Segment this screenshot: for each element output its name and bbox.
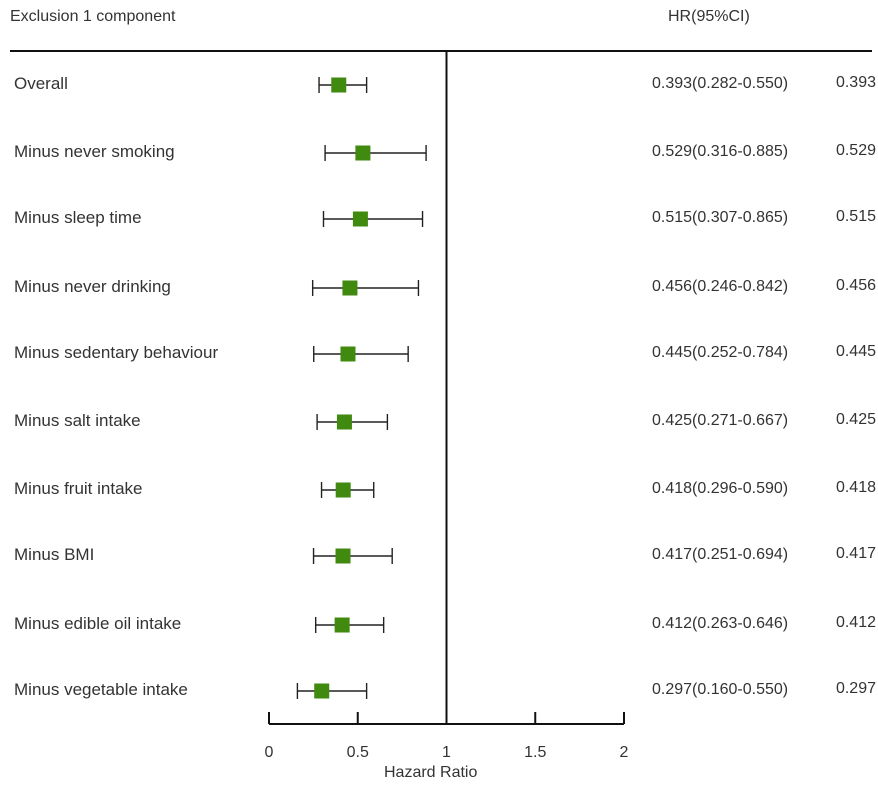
row-hr-value: 0.417 <box>835 545 876 562</box>
hr-point-marker <box>352 211 368 227</box>
row-hr-ci-text: 0.425(0.271-0.667) <box>652 412 789 429</box>
row-label: Minus fruit intake <box>14 479 143 498</box>
row-hr-ci-text: 0.418(0.296-0.590) <box>652 480 789 497</box>
row-label: Minus never drinking <box>14 277 171 296</box>
row-label: Minus BMI <box>14 545 95 564</box>
row-label: Minus sleep time <box>14 208 142 227</box>
row-hr-ci-text: 0.417(0.251-0.694) <box>652 546 789 563</box>
row-hr-value: 0.297 <box>835 680 876 697</box>
row-hr-ci-text: 0.445(0.252-0.784) <box>652 344 789 361</box>
hr-point-marker <box>355 145 371 161</box>
row-hr-value: 0.412 <box>835 614 876 631</box>
hr-point-marker <box>335 548 351 564</box>
x-axis-tick-label: 2 <box>620 744 629 761</box>
row-hr-ci-text: 0.393(0.282-0.550) <box>652 75 789 92</box>
row-hr-ci-text: 0.529(0.316-0.885) <box>652 143 789 160</box>
hr-point-marker <box>335 482 351 498</box>
hr-point-marker <box>334 617 350 633</box>
hr-point-marker <box>336 414 352 430</box>
row-hr-value: 0.445 <box>835 343 876 360</box>
x-axis-label: Hazard Ratio <box>384 764 478 781</box>
hr-point-marker <box>331 77 347 93</box>
row-hr-ci-text: 0.297(0.160-0.550) <box>652 681 789 698</box>
hr-point-marker <box>314 683 330 699</box>
row-hr-ci-text: 0.412(0.263-0.646) <box>652 615 789 632</box>
header-rule <box>10 50 872 52</box>
row-label: Minus never smoking <box>14 142 175 161</box>
row-label: Minus vegetable intake <box>14 680 188 699</box>
row-hr-value: 0.418 <box>835 479 876 496</box>
hr-point-marker <box>342 280 358 296</box>
row-hr-value: 0.393 <box>835 74 876 91</box>
x-axis-tick-label: 1 <box>442 744 451 761</box>
row-label: Minus edible oil intake <box>14 614 182 633</box>
row-label: Overall <box>14 74 68 93</box>
column-header-component: Exclusion 1 component <box>10 8 176 25</box>
row-label: Minus salt intake <box>14 411 141 430</box>
row-label: Minus sedentary behaviour <box>14 343 219 362</box>
x-axis-tick-label: 1.5 <box>524 744 546 761</box>
row-hr-ci-text: 0.456(0.246-0.842) <box>652 278 789 295</box>
row-hr-value: 0.425 <box>835 411 876 428</box>
row-hr-ci-text: 0.515(0.307-0.865) <box>652 209 789 226</box>
row-hr-value: 0.515 <box>835 208 876 225</box>
row-hr-value: 0.456 <box>835 277 876 294</box>
hr-point-marker <box>340 346 356 362</box>
column-header-hr: HR(95%CI) <box>668 8 750 25</box>
row-hr-value: 0.529 <box>835 142 876 159</box>
x-axis-tick-label: 0 <box>265 744 274 761</box>
x-axis-tick-label: 0.5 <box>347 744 369 761</box>
